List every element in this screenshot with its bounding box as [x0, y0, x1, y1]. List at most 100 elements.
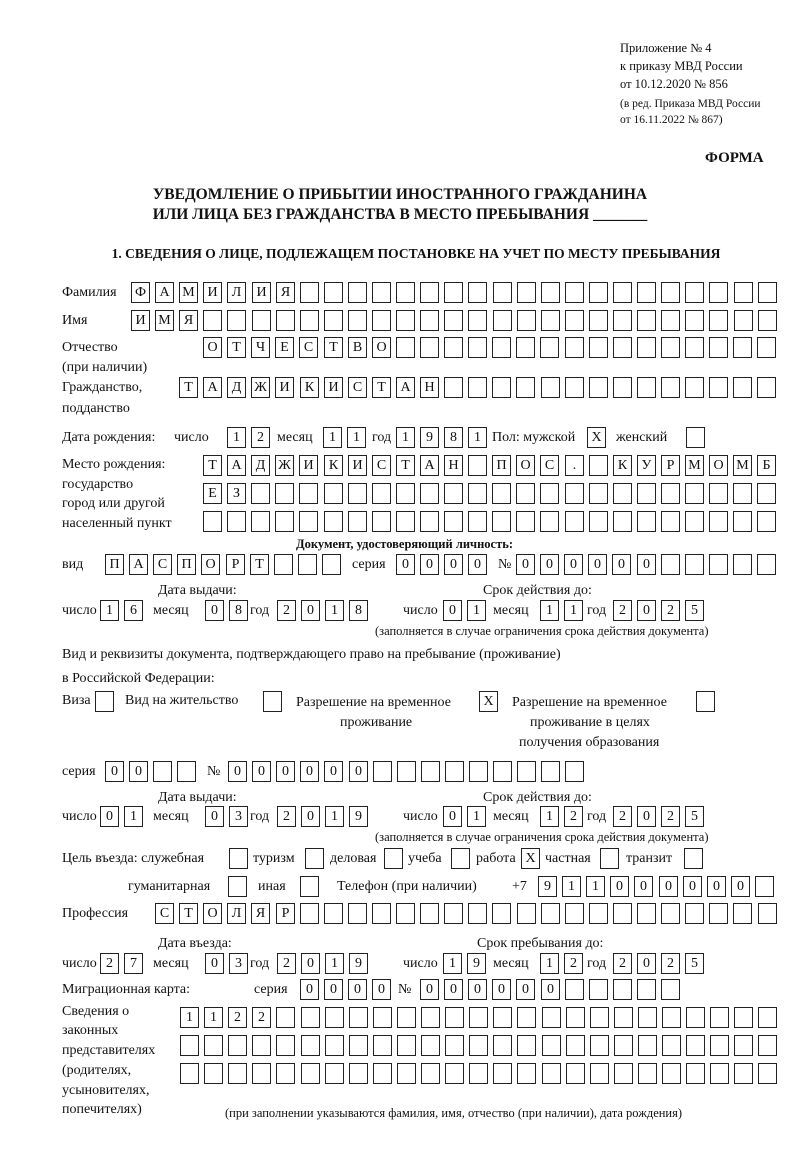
cell-entry-year[interactable]: 0 — [301, 953, 320, 974]
cell-name[interactable] — [637, 310, 656, 331]
cell-reps-row3[interactable] — [445, 1063, 464, 1084]
cell-birth-year[interactable]: 9 — [420, 427, 439, 448]
cell-name[interactable] — [589, 310, 608, 331]
cell-right-number[interactable] — [469, 761, 488, 782]
cell-citizenship[interactable]: С — [348, 377, 367, 398]
cell-reps-row3[interactable] — [276, 1063, 295, 1084]
cell-birthplace-row1[interactable]: Ж — [275, 455, 294, 476]
cell-mc-number[interactable]: 0 — [468, 979, 487, 1000]
cell-citizenship[interactable] — [444, 377, 463, 398]
cell-patronymic[interactable] — [516, 337, 535, 358]
cell-phone[interactable]: 0 — [731, 876, 750, 897]
cell-name[interactable] — [758, 310, 777, 331]
cell-entry-month[interactable]: 3 — [229, 953, 248, 974]
cell-profession[interactable]: С — [155, 903, 174, 924]
checkbox-rvp-edu[interactable] — [696, 691, 715, 712]
cell-birthplace-row3[interactable] — [396, 511, 415, 532]
cell-citizenship[interactable] — [637, 377, 656, 398]
cell-name[interactable] — [372, 310, 391, 331]
cell-surname[interactable] — [541, 282, 560, 303]
cell-birthplace-row2[interactable] — [637, 483, 656, 504]
cell-id-valid-year[interactable]: 5 — [685, 600, 704, 621]
cell-mc-series[interactable]: 0 — [372, 979, 391, 1000]
cell-right-series[interactable] — [177, 761, 196, 782]
cell-reps-row3[interactable] — [349, 1063, 368, 1084]
cell-entry-month[interactable]: 0 — [205, 953, 224, 974]
cell-patronymic[interactable]: Е — [275, 337, 294, 358]
cell-surname[interactable] — [372, 282, 391, 303]
cell-reps-row3[interactable] — [469, 1063, 488, 1084]
cell-stay-month[interactable]: 2 — [564, 953, 583, 974]
cell-id-kind[interactable] — [322, 554, 341, 575]
checkbox-purpose-study[interactable] — [451, 848, 470, 869]
cell-name[interactable] — [252, 310, 271, 331]
cell-birthplace-row2[interactable] — [565, 483, 584, 504]
cell-surname[interactable]: Ф — [131, 282, 150, 303]
cell-patronymic[interactable] — [613, 337, 632, 358]
cell-reps-row3[interactable] — [710, 1063, 729, 1084]
cell-citizenship[interactable] — [709, 377, 728, 398]
cell-birthplace-row2[interactable] — [324, 483, 343, 504]
cell-name[interactable] — [734, 310, 753, 331]
cell-patronymic[interactable]: С — [299, 337, 318, 358]
cell-birthplace-row3[interactable] — [468, 511, 487, 532]
cell-reps-row2[interactable] — [276, 1035, 295, 1056]
cell-birthplace-row1[interactable]: Д — [251, 455, 270, 476]
cell-reps-row2[interactable] — [734, 1035, 753, 1056]
cell-birthplace-row1[interactable] — [589, 455, 608, 476]
cell-reps-row3[interactable] — [590, 1063, 609, 1084]
cell-right-number[interactable] — [541, 761, 560, 782]
cell-id-kind[interactable]: П — [105, 554, 124, 575]
cell-patronymic[interactable] — [468, 337, 487, 358]
cell-birthplace-row3[interactable] — [275, 511, 294, 532]
cell-profession[interactable] — [517, 903, 536, 924]
cell-reps-row3[interactable] — [180, 1063, 199, 1084]
cell-profession[interactable] — [685, 903, 704, 924]
cell-mc-number[interactable] — [637, 979, 656, 1000]
cell-right-number[interactable] — [565, 761, 584, 782]
cell-birthplace-row3[interactable] — [251, 511, 270, 532]
cell-reps-row1[interactable] — [662, 1007, 681, 1028]
cell-birthplace-row2[interactable] — [468, 483, 487, 504]
cell-patronymic[interactable] — [565, 337, 584, 358]
cell-reps-row2[interactable] — [349, 1035, 368, 1056]
cell-birthplace-row2[interactable] — [372, 483, 391, 504]
cell-name[interactable] — [565, 310, 584, 331]
cell-birthplace-row3[interactable] — [613, 511, 632, 532]
cell-patronymic[interactable] — [420, 337, 439, 358]
cell-profession[interactable] — [324, 903, 343, 924]
cell-mc-number[interactable]: 0 — [420, 979, 439, 1000]
cell-reps-row3[interactable] — [542, 1063, 561, 1084]
cell-profession[interactable] — [444, 903, 463, 924]
cell-surname[interactable] — [637, 282, 656, 303]
cell-reps-row3[interactable] — [686, 1063, 705, 1084]
cell-birthplace-row3[interactable] — [637, 511, 656, 532]
cell-reps-row1[interactable] — [710, 1007, 729, 1028]
cell-reps-row2[interactable] — [397, 1035, 416, 1056]
cell-reps-row2[interactable] — [301, 1035, 320, 1056]
cell-birth-day[interactable]: 2 — [251, 427, 270, 448]
cell-reps-row3[interactable] — [638, 1063, 657, 1084]
cell-id-number[interactable]: 0 — [637, 554, 656, 575]
cell-citizenship[interactable] — [516, 377, 535, 398]
cell-reps-row1[interactable] — [542, 1007, 561, 1028]
cell-id-issue-day[interactable]: 1 — [100, 600, 119, 621]
cell-birthplace-row1[interactable]: И — [299, 455, 318, 476]
cell-surname[interactable] — [565, 282, 584, 303]
cell-profession[interactable] — [420, 903, 439, 924]
cell-birthplace-row3[interactable] — [227, 511, 246, 532]
cell-id-kind[interactable]: П — [177, 554, 196, 575]
cell-reps-row1[interactable] — [373, 1007, 392, 1028]
cell-id-kind[interactable]: Р — [226, 554, 245, 575]
cell-surname[interactable] — [300, 282, 319, 303]
cell-id-number[interactable]: 0 — [540, 554, 559, 575]
cell-stay-year[interactable]: 2 — [613, 953, 632, 974]
cell-reps-row1[interactable] — [493, 1007, 512, 1028]
cell-mc-number[interactable]: 0 — [516, 979, 535, 1000]
cell-patronymic[interactable] — [589, 337, 608, 358]
cell-name[interactable] — [300, 310, 319, 331]
cell-birthplace-row3[interactable] — [540, 511, 559, 532]
cell-patronymic[interactable]: О — [372, 337, 391, 358]
cell-name[interactable] — [420, 310, 439, 331]
cell-reps-row3[interactable] — [614, 1063, 633, 1084]
